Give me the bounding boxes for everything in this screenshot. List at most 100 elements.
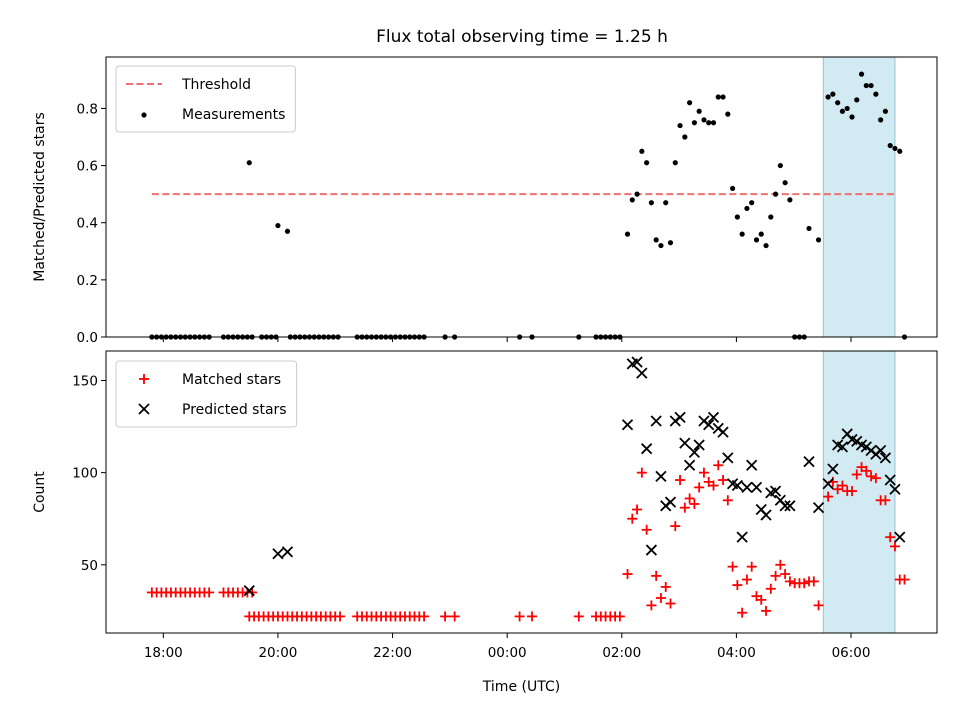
measurement-point [734,214,740,220]
matched-star-point [732,580,743,591]
predicted-star-point [827,463,839,475]
matched-star-point [780,569,791,580]
x-tick-label: 00:00 [488,645,527,661]
predicted-star-point [884,474,896,486]
bottom-panel: 50 100 150 18:00 20:00 22:00 00:00 02:00 04:00 0… [32,350,938,695]
predicted-star-point [636,367,648,379]
top-legend: Threshold Measurements [115,65,296,133]
measurement-point [830,91,836,97]
matched-star-point [846,486,857,497]
measurement-point [882,108,889,114]
matched-star-point [880,495,891,506]
bottom-highlight-span [822,350,896,634]
y-tick-label: 0.4 [77,216,98,232]
matched-star-point [770,570,781,581]
matched-star-point [861,465,872,476]
matched-star-point [646,600,657,611]
measurement-point [284,228,291,234]
top-y-axis: 0.0 0.2 0.4 0.6 0.8 [77,101,106,346]
top-panel: 0.00.20.40.60.8 Matched/Predicted stars … [32,56,938,346]
predicted-star-point [736,531,748,543]
measurement-point [687,100,693,106]
measurement-point [787,197,793,203]
matched-star-point [665,598,676,609]
predicted-star-point [836,441,849,453]
measurement-point [677,122,683,129]
matched-star-point [684,493,695,504]
matched-star-point [573,611,584,622]
matched-star-point [837,480,848,491]
matched-star-point [885,532,896,543]
measurement-point [644,160,650,166]
predicted-star-point [731,479,744,492]
measurement-point [768,214,774,220]
predicted-star-point [803,455,815,468]
measurement-point [706,120,712,126]
matched-star-point [622,569,633,580]
matched-star-point [775,559,786,570]
predicted-star-point [703,419,715,431]
measurement-point [725,111,731,117]
matched-star-point [899,574,910,585]
measurement-point [772,191,779,197]
predicted-star-point [679,437,691,449]
top-x-ticks [162,337,852,342]
bottom-y-axis: 50 100 150 [72,373,106,574]
predicted-star-point [688,446,701,459]
matched-star-point [641,524,652,535]
matched-star-point [718,475,729,486]
matched-star-point [808,576,819,587]
matched-stars-series [146,460,910,622]
predicted-star-point [750,481,763,494]
measurement-point [825,94,831,100]
measurement-point [858,71,865,77]
predicted-star-point [272,548,284,560]
predicted-star-point [717,426,729,438]
legend-box [115,65,296,133]
matched-star-point [614,611,625,622]
bottom-legend: Matched stars Predicted stars [115,360,298,428]
matched-star-point [813,600,824,611]
matched-star-point [889,541,900,552]
measurement-point [682,134,688,140]
measurement-point [854,97,860,103]
predicted-star-point [875,444,887,457]
measurement-point [658,242,664,249]
measurement-point [815,237,822,243]
measurement-point [275,222,281,229]
x-tick-label: 04:00 [717,645,756,661]
predicted-star-point [243,584,255,597]
matched-star-point [737,607,748,618]
measurement-point [878,117,884,123]
y-tick-label: 0.2 [77,273,98,289]
measurement-point [639,148,645,154]
measurement-point [696,108,702,114]
matched-star-point [784,576,795,587]
matched-star-point [627,513,638,524]
matched-star-point [722,495,733,506]
predicted-star-point [746,459,758,471]
predicted-star-point [784,500,796,512]
matched-star-point [440,611,451,622]
matched-star-point [708,480,719,491]
measurement-point [653,237,659,243]
top-y-axis-label: Matched/Predicted stars [32,112,48,282]
predicted-star-point [779,500,791,512]
predicted-star-point [707,411,720,423]
matched-star-point [651,570,662,581]
predicted-star-point [722,452,734,464]
matched-star-point [527,611,538,622]
measurement-point [897,148,903,154]
matched-star-point [636,467,647,478]
matched-star-point [698,467,709,478]
matched-star-point [823,491,834,502]
matched-star-point [799,578,810,589]
matched-star-point [660,581,671,592]
matched-star-point [741,574,752,585]
matched-star-point [204,587,215,598]
matched-star-point [670,521,681,532]
measurement-point [844,105,850,112]
matched-star-point [851,469,862,480]
measurement-point [667,240,674,246]
measurement-point [629,197,635,203]
